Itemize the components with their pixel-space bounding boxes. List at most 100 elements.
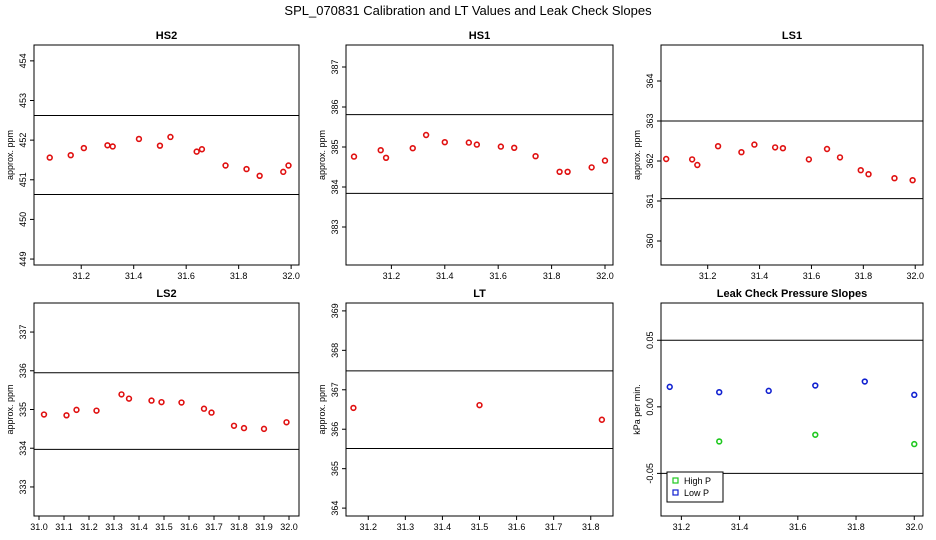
data-point (409, 145, 416, 152)
x-tick-label: 31.5 (155, 522, 173, 532)
x-tick-label: 31.4 (130, 522, 148, 532)
x-tick-label: 31.4 (125, 271, 143, 281)
y-tick-label: 362 (645, 153, 655, 168)
data-point (771, 144, 779, 151)
y-tick-label: 369 (330, 303, 340, 318)
panel-title: LT (473, 288, 486, 300)
x-tick-label: 32.0 (280, 522, 298, 532)
plot-frame (33, 44, 300, 266)
data-point (230, 422, 238, 429)
x-tick-label: 32.0 (596, 271, 614, 281)
data-point (564, 168, 571, 176)
x-tick-label: 31.5 (471, 522, 489, 532)
legend-swatch (672, 489, 679, 496)
x-tick-label: 31.6 (489, 271, 507, 281)
x-tick-label: 31.1 (55, 522, 73, 532)
data-point (473, 141, 481, 148)
data-point (909, 177, 916, 184)
data-point (598, 416, 606, 423)
y-tick-label: 365 (330, 461, 340, 476)
data-point (422, 131, 430, 139)
x-tick-label: 31.4 (434, 522, 452, 532)
data-point (156, 142, 164, 149)
chart-panel-2: HS1 31.2 31.4 31.6 31.8 32.0 383 384 385 386 387 ap… (317, 30, 614, 281)
data-point (532, 153, 539, 160)
legend-label: High P (684, 476, 711, 486)
x-tick-label: 31.6 (177, 271, 195, 281)
data-point (198, 146, 206, 153)
data-point (812, 431, 819, 438)
panel-title: Leak Check Pressure Slopes (717, 288, 867, 300)
x-tick-label: 31.3 (105, 522, 123, 532)
data-point (836, 154, 844, 161)
data-point (240, 424, 248, 432)
plot-frame (345, 302, 614, 517)
chart-panel-3: LS1 31.2 31.4 31.6 31.8 32.0 360 361 362 363 364 ap… (632, 30, 924, 281)
x-tick-label: 32.0 (906, 522, 924, 532)
x-tick-label: 31.6 (803, 271, 821, 281)
x-tick-label: 31.7 (205, 522, 223, 532)
data-point (80, 144, 88, 152)
data-point (377, 147, 384, 154)
x-tick-label: 31.8 (543, 271, 561, 281)
data-point (465, 139, 473, 146)
data-point (193, 148, 200, 155)
data-point (716, 438, 723, 445)
panel-title: LS2 (156, 288, 176, 300)
data-point (93, 407, 100, 414)
y-tick-label: 0.00 (645, 398, 655, 416)
x-tick-label: 31.2 (383, 271, 401, 281)
data-point (714, 143, 722, 150)
data-point (285, 162, 292, 169)
data-point (73, 406, 80, 414)
y-tick-label: 360 (645, 233, 655, 248)
data-point (135, 135, 143, 143)
x-tick-label: 31.8 (855, 271, 873, 281)
y-axis-label: approx. ppm (317, 384, 327, 434)
data-point (911, 440, 918, 448)
y-tick-label: 452 (18, 133, 28, 148)
panel-title: HS2 (156, 30, 177, 42)
data-point (497, 143, 505, 150)
data-point (158, 398, 165, 406)
y-tick-label: 361 (645, 193, 655, 208)
y-tick-label: 451 (18, 172, 28, 187)
x-tick-label: 31.2 (673, 522, 691, 532)
y-tick-label: 368 (330, 343, 340, 358)
x-tick-label: 31.2 (72, 271, 90, 281)
legend-label: Low P (684, 488, 709, 498)
data-point (857, 167, 864, 174)
y-tick-label: 333 (18, 479, 28, 494)
y-tick-label: 0.05 (645, 332, 655, 350)
y-axis-label: kPa per min. (632, 384, 642, 435)
data-point (125, 395, 133, 402)
data-point (823, 145, 831, 153)
legend: High P Low P (666, 471, 724, 503)
x-tick-label: 31.6 (508, 522, 526, 532)
data-point (208, 409, 215, 416)
y-tick-label: 334 (18, 441, 28, 456)
x-tick-label: 32.0 (282, 271, 300, 281)
x-tick-label: 31.7 (545, 522, 563, 532)
data-point (167, 133, 174, 141)
x-tick-label: 31.2 (359, 522, 377, 532)
chart-panel-1: HS2 31.2 31.4 31.6 31.8 32.0 449 450 451 452 453 45… (5, 30, 300, 281)
y-axis-label: approx. ppm (5, 384, 15, 434)
data-point (67, 151, 74, 159)
data-point (765, 387, 772, 395)
data-point (104, 142, 111, 149)
panel-title: HS1 (469, 30, 490, 42)
data-point (891, 175, 898, 182)
data-point (148, 397, 155, 404)
data-point (260, 425, 268, 433)
data-point (694, 161, 701, 169)
x-tick-label: 31.6 (180, 522, 198, 532)
y-tick-label: 367 (330, 382, 340, 397)
data-point (476, 401, 483, 409)
data-point (688, 156, 696, 163)
x-tick-label: 31.2 (699, 271, 717, 281)
y-tick-label: 383 (330, 219, 340, 234)
data-point (556, 168, 563, 176)
chart-panel-5: LT 31.2 31.3 31.4 31.5 31.6 31.7 31.8 364 365 366 3… (317, 288, 614, 532)
